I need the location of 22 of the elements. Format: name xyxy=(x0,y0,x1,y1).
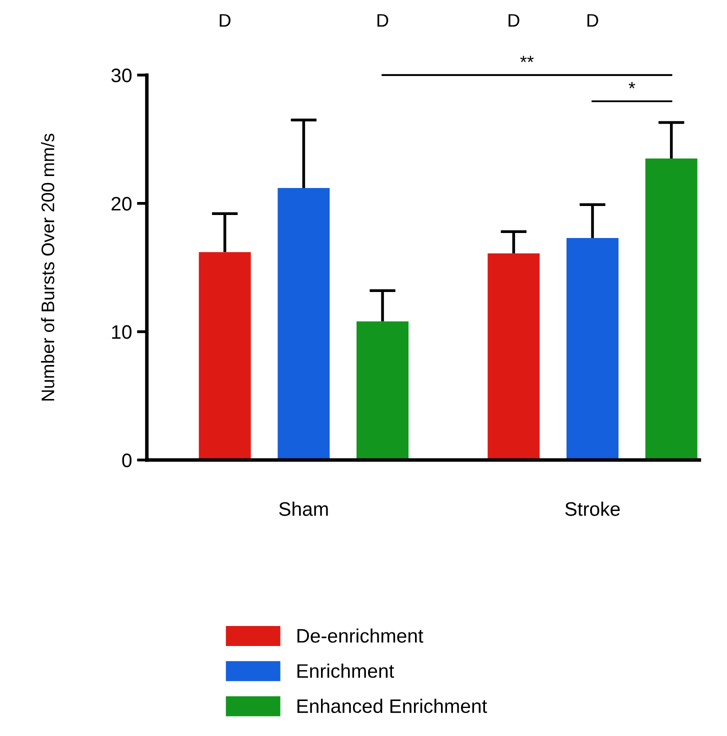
y-tick-label: 0 xyxy=(122,453,132,468)
bar xyxy=(278,188,330,460)
y-tick-label: 30 xyxy=(111,68,132,82)
text: D xyxy=(587,14,598,27)
text: D xyxy=(377,14,388,27)
text: ** xyxy=(520,56,534,62)
annotation: * xyxy=(628,82,636,88)
bar xyxy=(356,321,409,460)
y-tick-label: 20 xyxy=(112,196,132,211)
y-axis-title: Number of Bursts Over 200 mm/s xyxy=(41,134,54,400)
bar xyxy=(645,158,698,460)
y-tick-label: 10 xyxy=(112,325,132,339)
bar xyxy=(566,238,619,460)
x-tick-label: Stroke xyxy=(565,502,620,516)
legend-label: Enhanced Enrichment xyxy=(297,698,488,714)
legend-label: De-enrichment xyxy=(297,628,424,643)
bar xyxy=(488,253,540,460)
bar xyxy=(198,252,251,460)
x-tick-label: Sham xyxy=(279,502,328,516)
text: D xyxy=(508,14,520,27)
legend-label: Enrichment xyxy=(297,664,394,678)
text: D xyxy=(220,14,230,27)
